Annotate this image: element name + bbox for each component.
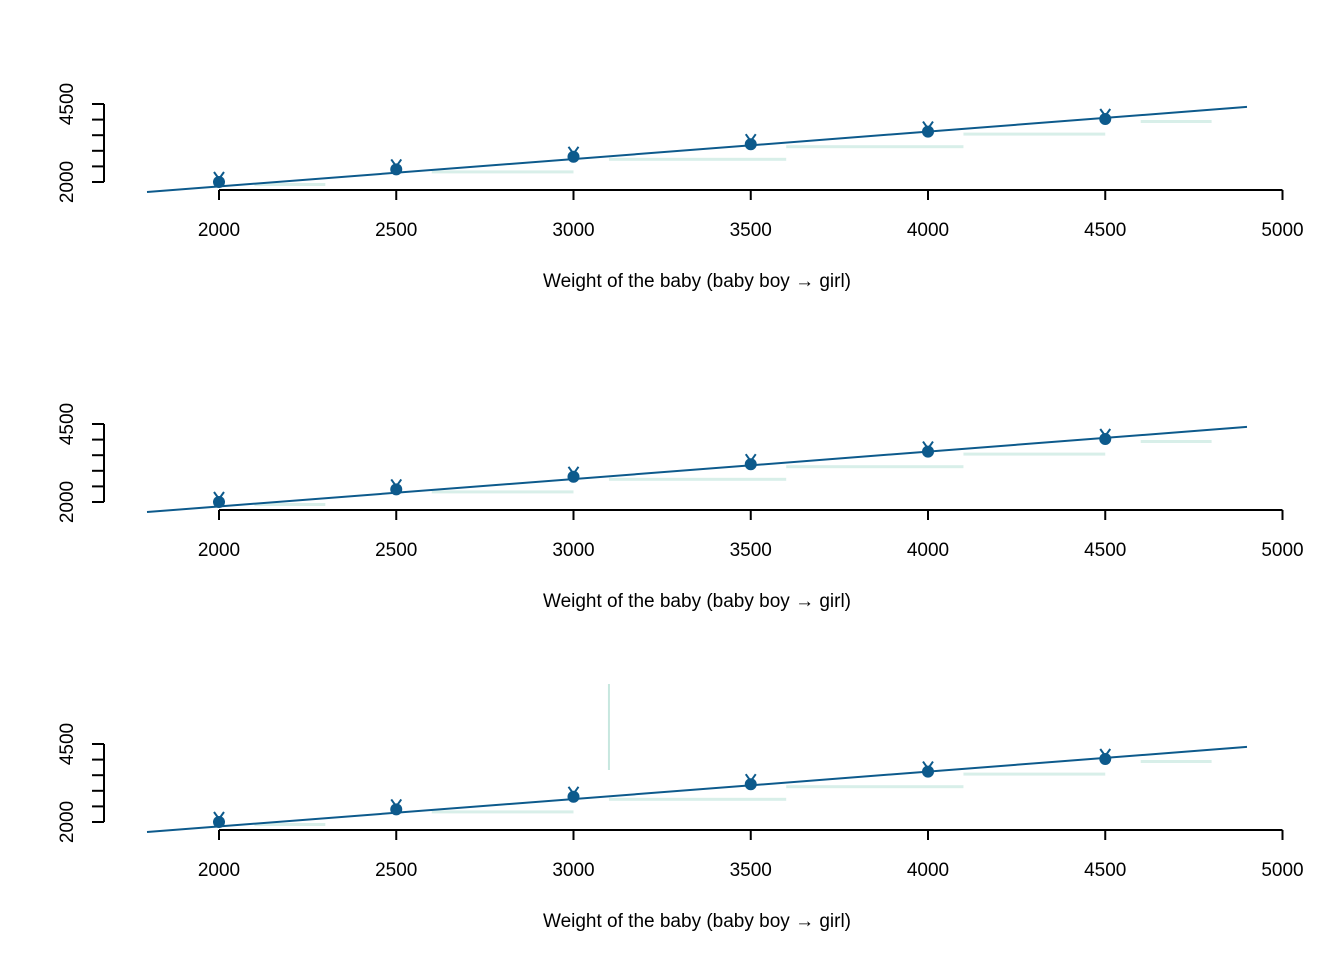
interval-band — [608, 797, 787, 801]
interval-band — [431, 810, 574, 814]
data-point — [390, 483, 403, 496]
interval-band — [254, 183, 326, 186]
x-tick-label: 3000 — [552, 220, 594, 241]
x-tick-label: 2000 — [198, 540, 240, 561]
x-tick-label: 4000 — [907, 540, 949, 561]
y-tick-label: 4500 — [57, 403, 78, 445]
x-tick-label: 4500 — [1084, 220, 1126, 241]
data-point — [922, 445, 934, 458]
chart-panel-1: 2000 2500 3000 3500 4000 4500 5000 Weight of th… — [57, 83, 1304, 292]
x-axis-title: Weight of the baby (baby boy → girl) — [543, 271, 851, 292]
x-tick-label: 3000 — [552, 540, 594, 561]
interval-band — [431, 490, 574, 494]
interval-band — [254, 503, 326, 506]
x-axis-title: Weight of the baby (baby boy → girl) — [543, 911, 851, 932]
y-tick-label: 2000 — [57, 801, 78, 843]
data-point — [213, 176, 225, 188]
data-point — [744, 138, 757, 151]
data-point — [213, 816, 225, 828]
fit-line — [146, 105, 1248, 194]
x-tick-label: 2000 — [198, 220, 240, 241]
interval-band — [786, 465, 964, 469]
data-point — [567, 790, 580, 803]
x-tick-label: 2500 — [375, 540, 417, 561]
interval-band — [786, 785, 964, 789]
x-tick-label: 3500 — [730, 860, 772, 881]
interval-band — [254, 823, 326, 826]
data-point — [922, 125, 934, 138]
interval-band — [608, 477, 787, 481]
interval-band — [1140, 120, 1212, 123]
x-tick-label: 4000 — [907, 220, 949, 241]
x-tick-label: 4500 — [1084, 860, 1126, 881]
x-tick-label: 2500 — [375, 220, 417, 241]
interval-band — [963, 132, 1106, 136]
y-tick-label: 2000 — [57, 161, 78, 203]
interval-band — [1140, 440, 1212, 443]
fit-line — [146, 425, 1248, 514]
x-tick-label: 2500 — [375, 860, 417, 881]
interval-spike — [607, 684, 610, 770]
x-tick-label: 4000 — [907, 860, 949, 881]
data-point — [567, 470, 580, 483]
data-point — [1099, 753, 1112, 765]
x-tick-label: 5000 — [1261, 220, 1303, 241]
data-point — [1099, 433, 1112, 445]
data-point — [744, 778, 757, 791]
fit-line — [146, 745, 1248, 834]
x-tick-label: 2000 — [198, 860, 240, 881]
data-point — [1099, 113, 1112, 125]
data-point — [567, 150, 580, 163]
interval-band — [1140, 760, 1212, 763]
data-point — [213, 496, 225, 508]
data-point — [744, 458, 757, 471]
y-tick-label: 2000 — [57, 481, 78, 523]
x-tick-label: 3500 — [730, 540, 772, 561]
x-tick-label: 5000 — [1261, 860, 1303, 881]
x-axis-title: Weight of the baby (baby boy → girl) — [543, 591, 851, 612]
x-tick-label: 3000 — [552, 860, 594, 881]
chart-panel-3: 2000 2500 3000 3500 4000 4500 5000 Weight of th… — [57, 684, 1304, 932]
interval-band — [431, 170, 574, 174]
interval-band — [963, 772, 1106, 776]
y-tick-label: 4500 — [57, 723, 78, 765]
x-tick-label: 3500 — [730, 220, 772, 241]
interval-band — [786, 145, 964, 149]
data-point — [922, 765, 934, 778]
data-point — [390, 803, 403, 816]
y-tick-label: 4500 — [57, 83, 78, 125]
data-point — [390, 163, 403, 176]
chart-panel-2: 2000 2500 3000 3500 4000 4500 5000 Weight of th… — [57, 403, 1304, 612]
interval-band — [608, 157, 787, 161]
x-tick-label: 5000 — [1261, 540, 1303, 561]
x-tick-label: 4500 — [1084, 540, 1126, 561]
interval-band — [963, 452, 1106, 456]
